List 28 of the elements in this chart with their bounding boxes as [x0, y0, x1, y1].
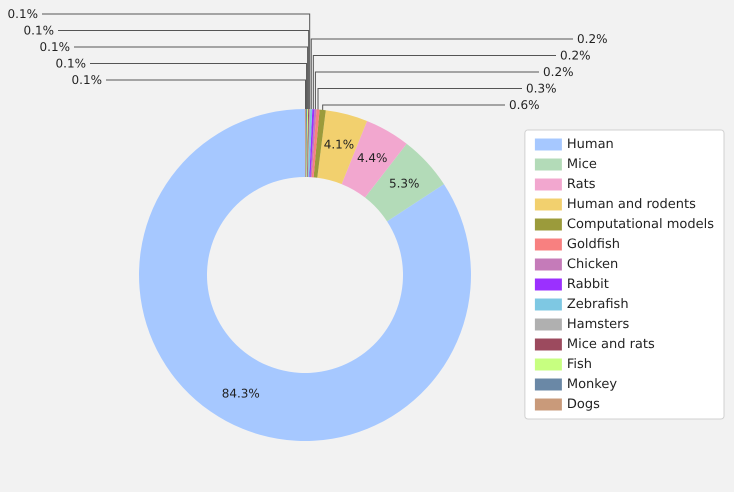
legend-label: Hamsters [566, 317, 630, 332]
legend-label: Rats [566, 177, 596, 192]
data-label: 5.3% [388, 176, 420, 190]
legend-label: Rabbit [566, 277, 609, 292]
legend-label: Fish [566, 357, 592, 372]
data-label: 0.1% [72, 73, 102, 87]
data-label: 0.1% [40, 40, 70, 54]
data-label: 84.3% [222, 386, 260, 401]
data-label: 0.1% [56, 56, 86, 70]
legend-label: Chicken [566, 257, 618, 272]
legend-label: Zebrafish [566, 297, 629, 312]
legend-label: Mice [566, 157, 597, 172]
legend-label: Human and rodents [566, 197, 696, 212]
data-label: 0.2% [543, 65, 574, 79]
legend-label: Mice and rats [566, 337, 655, 352]
data-label: 0.1% [24, 24, 54, 38]
data-label: 4.1% [324, 137, 354, 152]
data-label: 0.3% [526, 82, 556, 96]
data-label: 0.2% [577, 32, 608, 46]
legend-label: Human [566, 137, 614, 152]
data-label: 4.4% [356, 150, 388, 165]
data-label: 0.6% [509, 98, 540, 112]
legend-label: Monkey [566, 377, 618, 392]
data-label: 0.1% [8, 7, 38, 21]
legend-label: Goldfish [566, 237, 620, 252]
data-label: 0.2% [560, 48, 590, 62]
legend-label: Dogs [566, 397, 600, 412]
legend-label: Computational models [566, 217, 714, 232]
